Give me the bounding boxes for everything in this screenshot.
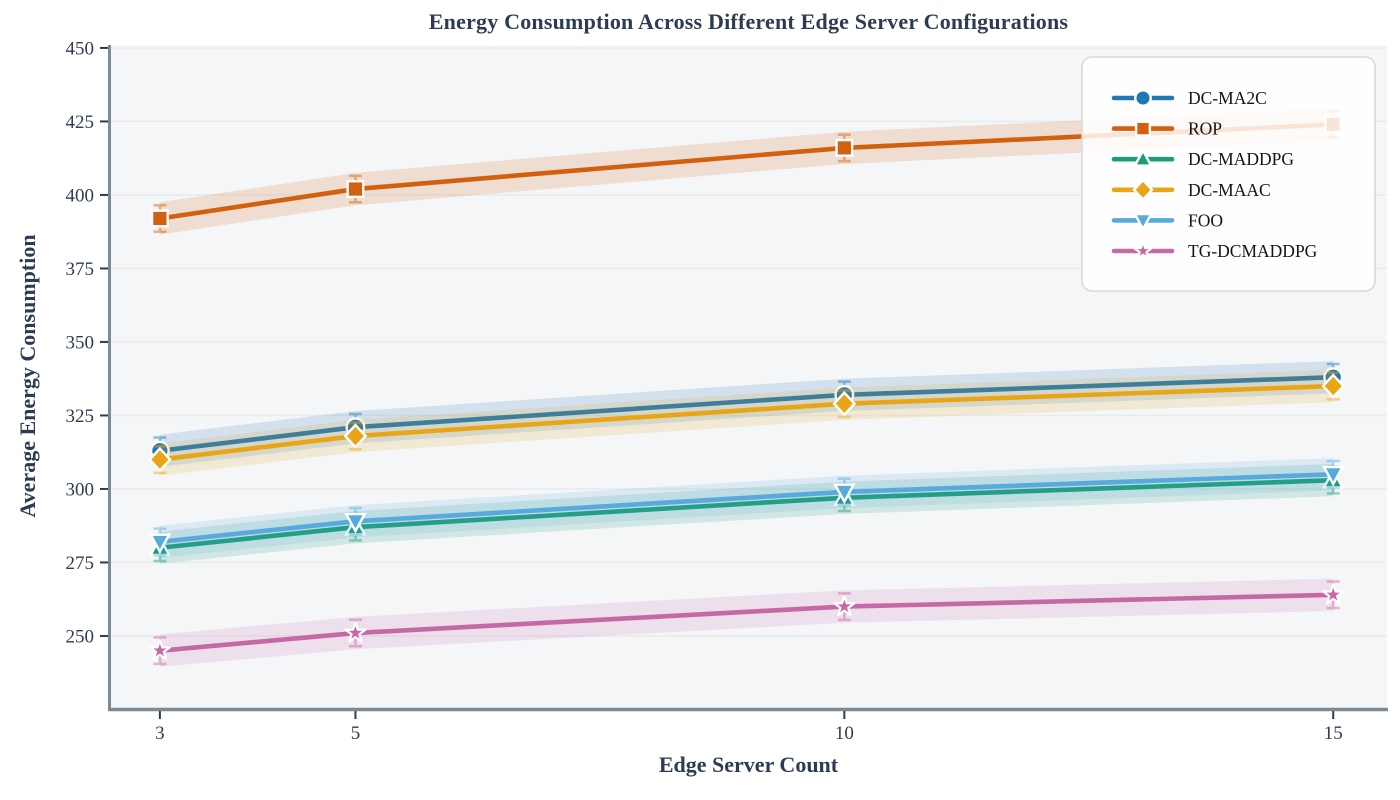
legend-item-DC-MAAC: DC-MAAC — [1111, 178, 1271, 202]
series-marker-star — [148, 639, 171, 661]
series-marker-square — [346, 180, 365, 199]
y-tick-label: 425 — [66, 112, 95, 133]
legend-marker-icon — [1134, 120, 1152, 137]
y-tick-label: 300 — [66, 479, 95, 500]
legend-label: TG-DCMADDPG — [1188, 241, 1318, 261]
legend-marker-icon — [1132, 212, 1154, 232]
y-axis-label: Average Energy Consumption — [15, 234, 40, 518]
y-tick-label: 250 — [66, 626, 95, 647]
legend-label: FOO — [1188, 210, 1223, 230]
legend-label: DC-MA2C — [1188, 88, 1267, 108]
series-line — [157, 383, 1336, 462]
y-tick-label: 375 — [66, 259, 95, 280]
legend-box — [1081, 56, 1376, 292]
legend-label: DC-MADDPG — [1188, 149, 1294, 169]
series-marker-diamond — [832, 390, 857, 417]
series-marker-diamond — [1321, 373, 1346, 399]
legend-marker-icon — [1132, 148, 1154, 167]
series-FOO — [148, 458, 1345, 559]
series-marker-star — [344, 621, 367, 643]
y-tick-label: 350 — [66, 332, 95, 353]
legend-item-FOO: FOO — [1111, 210, 1223, 232]
y-tick-label: 325 — [66, 406, 95, 427]
series-line — [157, 471, 1336, 545]
legend-item-DC-MADDPG: DC-MADDPG — [1111, 148, 1294, 169]
legend-item-ROP: ROP — [1111, 119, 1222, 139]
y-tick-label: 275 — [66, 553, 95, 574]
legend-item-DC-MA2C: DC-MA2C — [1111, 88, 1267, 108]
x-tick-label: 3 — [155, 723, 165, 744]
y-tick-label: 450 — [66, 38, 95, 59]
legend-marker-icon — [1133, 240, 1153, 260]
series-marker-star — [833, 594, 856, 617]
x-tick-label: 5 — [351, 723, 361, 744]
legend-marker-icon — [1132, 178, 1154, 202]
legend-label: DC-MAAC — [1188, 180, 1271, 200]
series-marker-triangle-down — [1322, 465, 1345, 487]
series-marker-square — [835, 138, 854, 157]
series-marker-star — [1322, 583, 1345, 605]
series-marker-triangle-down — [344, 512, 367, 534]
series-TG-DCMADDPG — [148, 578, 1345, 667]
series-marker-triangle-down — [148, 533, 172, 555]
legend: DC-MA2C ROP DC-MADDPG DC-MAAC FOO TG-DCMADDPG — [1081, 56, 1376, 292]
series-line — [157, 374, 1336, 454]
series-line — [157, 592, 1336, 653]
legend-item-TG-DCMADDPG: TG-DCMADDPG — [1111, 240, 1318, 261]
legend-marker-icon — [1134, 89, 1152, 107]
x-axis-label: Edge Server Count — [658, 752, 839, 777]
series-line — [157, 477, 1336, 551]
y-tick-label: 400 — [66, 185, 95, 206]
legend-label: ROP — [1188, 119, 1222, 139]
series-marker-diamond — [148, 446, 172, 473]
series-marker-triangle-down — [833, 483, 856, 505]
x-tick-label: 10 — [835, 723, 854, 744]
series-DC-MAAC — [148, 369, 1346, 476]
series-marker-diamond — [343, 423, 368, 449]
series-marker-square — [150, 209, 169, 228]
x-tick-label: 15 — [1324, 723, 1343, 744]
chart-title: Energy Consumption Across Different Edge… — [428, 9, 1069, 34]
